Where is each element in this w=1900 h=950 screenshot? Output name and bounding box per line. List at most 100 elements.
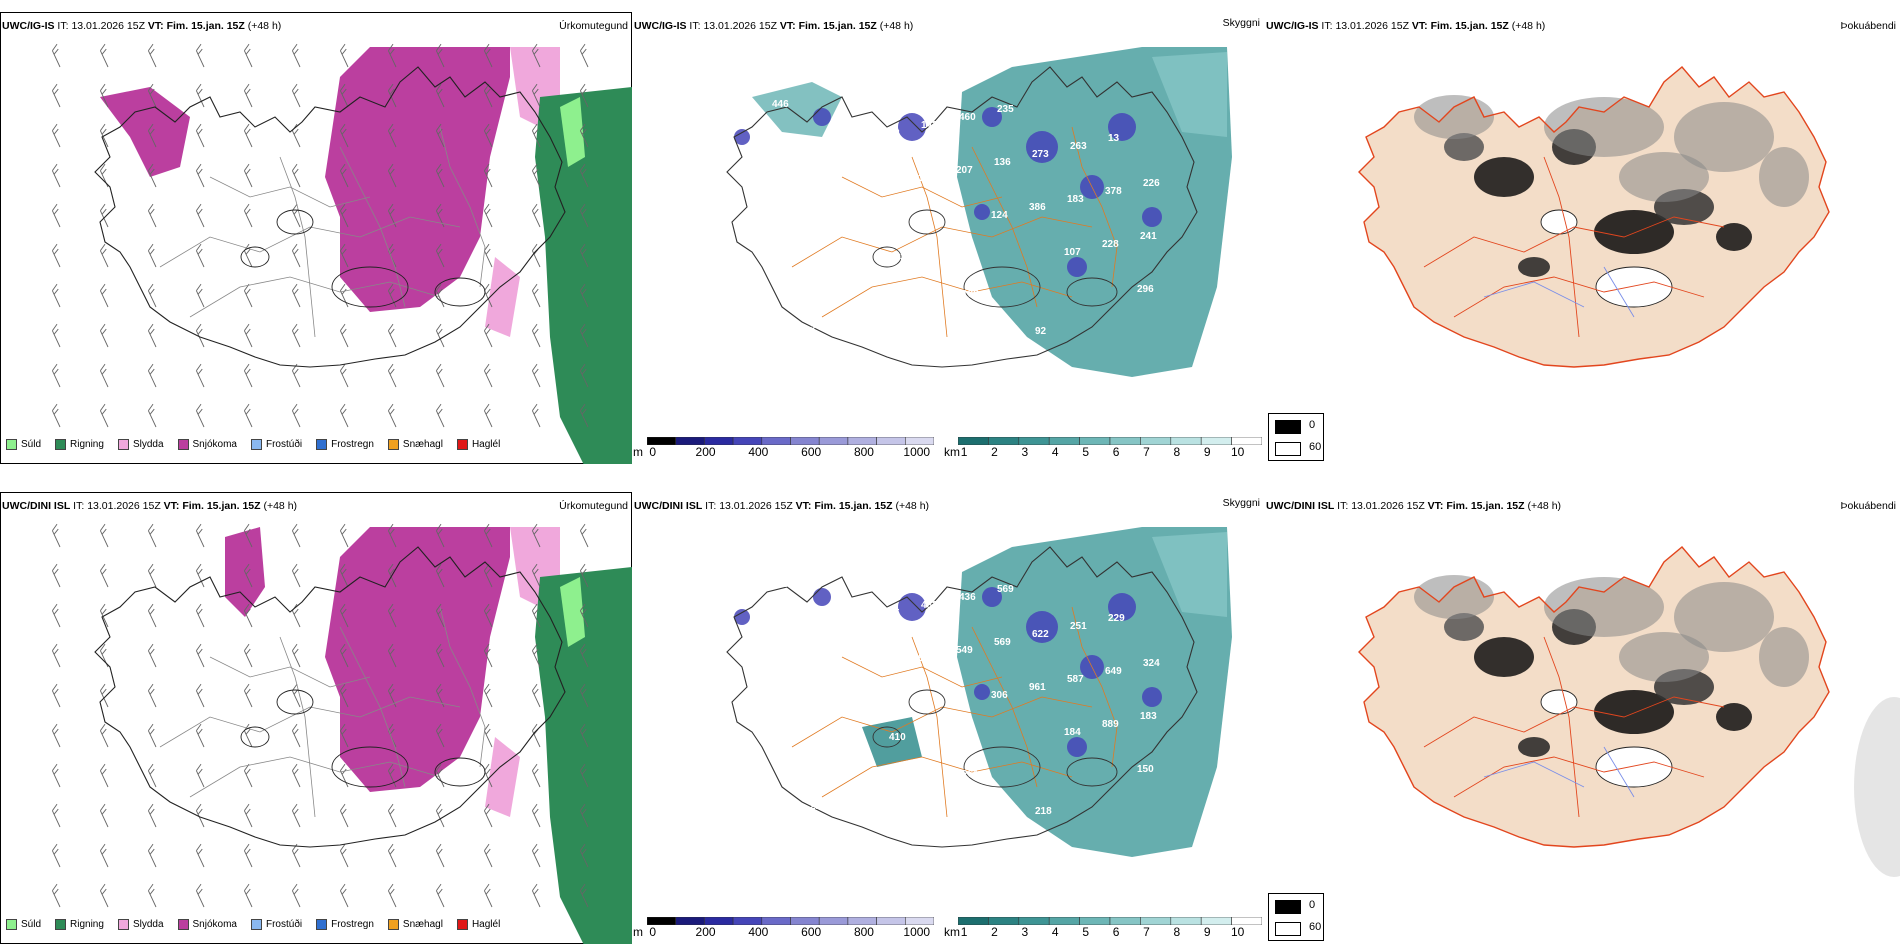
fog-legend-label: 0 — [1309, 899, 1316, 911]
colorbar-tick-label: 600 — [801, 925, 822, 939]
legend-swatch — [250, 439, 262, 450]
colorbar-tick-label: 3 — [1021, 445, 1029, 459]
ceiling-value-label: 183 — [1067, 194, 1084, 205]
colorbar-unit: km — [944, 445, 960, 459]
panel-header: UWC/DINI ISL IT: 13.01.2026 15Z VT: Fim.… — [1266, 500, 1562, 512]
fog-legend-swatch — [1275, 922, 1301, 936]
panel-header: UWC/DINI ISL IT: 13.01.2026 15Z VT: Fim.… — [2, 500, 298, 512]
legend-label: Frostúði — [265, 919, 303, 930]
ceiling-value-label: 622 — [1032, 629, 1049, 640]
panel-title: Þokuábendi — [1840, 500, 1896, 512]
ceiling-value-label: 350 — [772, 579, 789, 590]
ceiling-value-label: 446 — [772, 99, 789, 110]
colorbar-tick-label: 400 — [748, 445, 769, 459]
fog-legend-swatch — [1275, 420, 1301, 434]
ceiling-value-label: 346 — [851, 260, 868, 271]
ceiling-value-label: 763 — [889, 252, 906, 263]
colorbar-segment — [847, 437, 877, 445]
colorbar-tick-label: 3 — [1021, 925, 1029, 939]
legend-item: Snjókoma — [177, 439, 237, 450]
ceiling-value-label: 261 — [962, 769, 979, 780]
legend-item: Snæhagl — [387, 439, 443, 450]
colorbar-tick-label: 1000 — [903, 925, 931, 939]
visibility-panel-row1: 446 251 108 124 107 296 964 232 207 386 228 102 386 1… — [632, 12, 1264, 464]
ceiling-value-label: 183 — [1140, 711, 1157, 722]
colorbar-tick-label: 5 — [1082, 445, 1090, 459]
ceiling-value-label: 241 — [1140, 231, 1157, 242]
ceiling-value-label: 108 — [918, 173, 935, 184]
fog-legend-label: 0 — [1309, 419, 1316, 431]
ceiling-value-label: 214 — [810, 801, 827, 812]
ceiling-value-label: 142 — [921, 120, 938, 131]
legend-label: Snjókoma — [192, 439, 237, 450]
colorbar-tick-label: 6 — [1112, 445, 1120, 459]
colorbar-segment — [761, 437, 791, 445]
colorbar-unit: km — [944, 925, 960, 939]
legend-swatch — [316, 439, 328, 450]
visibility-colorbar-row2: km 1 2 3 4 5 6 7 8 9 10 — [944, 917, 1266, 941]
panel-title: Skyggni — [1222, 17, 1260, 29]
ceiling-value-label: 207 — [956, 165, 973, 176]
colorbar-segment — [732, 437, 763, 445]
colorbar-segment — [904, 437, 934, 445]
ceiling-colorbar-row2: m 0 200 400 600 800 1000 — [633, 917, 938, 941]
legend-swatch — [6, 439, 17, 450]
visibility-map-row1: 446 251 108 124 107 296 964 232 207 386 228 102 386 1… — [726, 47, 1232, 377]
colorbar-unit: m — [633, 445, 643, 459]
ceiling-value-label: 436 — [959, 592, 976, 603]
colorbar-tick-label: 200 — [695, 445, 716, 459]
colorbar-segment — [1140, 917, 1172, 925]
colorbar-segment — [704, 437, 734, 445]
legend-item: Snjókoma — [177, 919, 237, 930]
legend-label: Frostregn — [331, 919, 374, 930]
legend-swatch — [456, 439, 468, 450]
panel-title: Úrkomutegund — [559, 500, 628, 512]
ceiling-value-label: 69 — [781, 170, 793, 181]
ceiling-value-label: 109 — [813, 748, 830, 759]
colorbar-segment — [988, 437, 1020, 445]
precip-legend: Súld Rigning Slydda Snjókoma Frostúði Frostre… — [6, 919, 500, 930]
legend-label: Súld — [21, 439, 42, 450]
ceiling-value-label: 273 — [1032, 149, 1049, 160]
precip-type-panel-row1: UWC/IG-IS IT: 13.01.2026 15Z VT: Fim. 15… — [0, 12, 632, 464]
fog-legend-label: 60 — [1309, 921, 1322, 933]
colorbar-segment — [1079, 917, 1111, 925]
colorbar-tick-label: 1000 — [903, 445, 931, 459]
colorbar-tick-label: 1 — [960, 445, 968, 459]
ceiling-value-label: 386 — [848, 313, 865, 324]
ceiling-value-label: 251 — [845, 136, 862, 147]
ceiling-value-label: 287 — [813, 268, 830, 279]
fog-legend-swatch — [1275, 442, 1301, 456]
colorbar-segment — [847, 917, 877, 925]
ceiling-value-label: 306 — [991, 690, 1008, 701]
colorbar-segment — [790, 917, 820, 925]
colorbar-segment — [647, 917, 677, 925]
colorbar-segment — [958, 917, 989, 925]
ceiling-value-label: 414 — [924, 297, 941, 308]
colorbar-segment — [1170, 917, 1202, 925]
ceiling-value-label: 158 — [851, 740, 868, 751]
fog-panel-row2: UWC/DINI ISL IT: 13.01.2026 15Z VT: Fim.… — [1264, 492, 1900, 944]
panel-title: Skyggni — [1222, 497, 1260, 509]
colorbar-segment — [1109, 437, 1141, 445]
ceiling-value-label: 217 — [924, 777, 941, 788]
legend-swatch — [250, 919, 262, 930]
legend-item: Snæhagl — [387, 919, 443, 930]
colorbar-tick-label: 8 — [1173, 925, 1181, 939]
legend-item: Slydda — [117, 919, 164, 930]
visibility-colorbar-row1: km 1 2 3 4 5 6 7 8 9 10 — [944, 437, 1266, 461]
colorbar-segment — [761, 917, 791, 925]
snow-area — [325, 527, 510, 792]
ceiling-value-label: 649 — [1105, 666, 1122, 677]
legend-item: Súld — [6, 439, 41, 450]
legend-label: Snæhagl — [402, 439, 443, 450]
ceiling-value-label: 348 — [816, 215, 833, 226]
fog-map-row2 — [1358, 546, 1900, 877]
ceiling-value-label: 340 — [845, 616, 862, 627]
legend-item: Frostregn — [316, 919, 374, 930]
legend-label: Rigning — [70, 439, 104, 450]
precip-type-panel-row2: UWC/DINI ISL IT: 13.01.2026 15Z VT: Fim.… — [0, 492, 632, 944]
colorbar-tick-label: 2 — [991, 925, 998, 939]
colorbar-segment — [1231, 917, 1262, 925]
ceiling-value-label: 783 — [778, 703, 795, 714]
